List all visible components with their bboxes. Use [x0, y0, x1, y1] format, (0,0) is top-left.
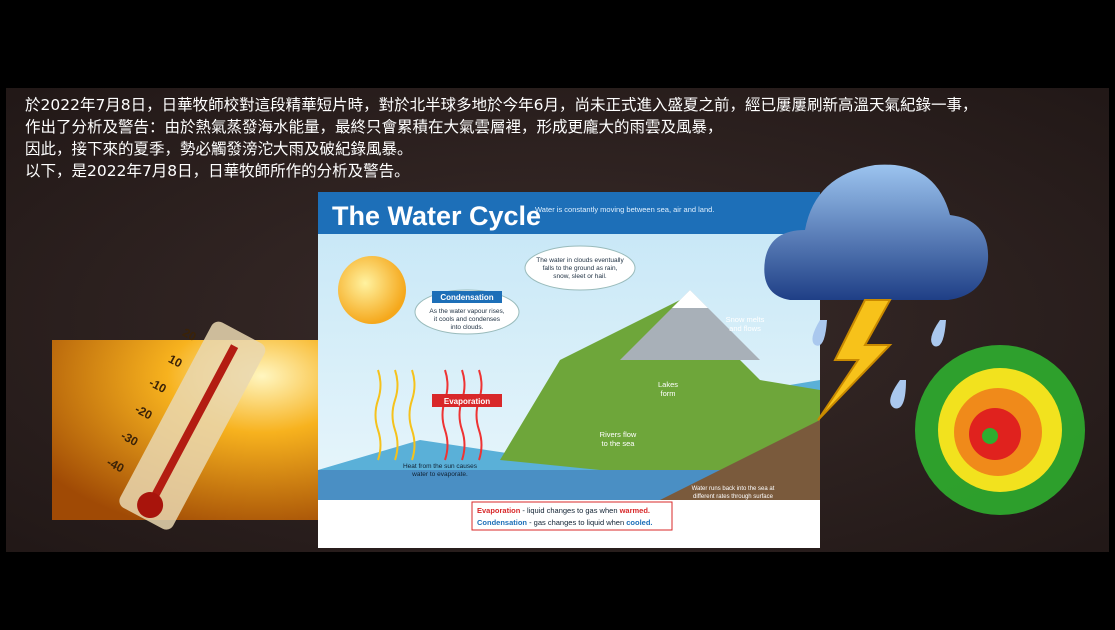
- label: Evaporation: [444, 397, 490, 406]
- note-line: Water runs back into the sea at: [692, 486, 775, 492]
- caption-line: 因此，接下來的夏季，勢必觸發滂沱大雨及破紀錄風暴。: [25, 139, 413, 158]
- note-line: Heat from the sun causes: [403, 463, 478, 470]
- water-cycle-poster: The Water Cycle Water is constantly movi…: [318, 192, 820, 548]
- legend-line: Condensation - gas changes to liquid whe…: [477, 518, 653, 527]
- note-line: form: [661, 389, 676, 398]
- note-line: As the water vapour rises,: [429, 308, 504, 315]
- hurricane-icon: [915, 345, 1085, 515]
- video-frame: 於2022年7月8日，日華牧師校對這段精華短片時，對於北半球多地於今年6月，尚未…: [0, 0, 1115, 630]
- note-line: different rates through surface: [693, 494, 774, 500]
- note-line: and flows: [729, 324, 761, 333]
- note-line: into clouds.: [451, 324, 484, 331]
- term: cooled.: [626, 518, 652, 527]
- note-line: Lakes: [658, 380, 678, 389]
- text: - liquid changes to gas when: [520, 506, 619, 515]
- poster-title: The Water Cycle: [332, 201, 541, 231]
- text: - gas changes to liquid when: [527, 518, 626, 527]
- term: Condensation: [477, 518, 527, 527]
- note-line: flow and groundwater flow.: [697, 502, 768, 508]
- note-line: it cools and condenses: [434, 316, 501, 323]
- caption-line: 以下，是2022年7月8日，日華牧師所作的分析及警告。: [25, 162, 410, 180]
- note-line: The water in clouds eventually: [536, 257, 624, 264]
- page: 於2022年7月8日，日華牧師校對這段精華短片時，對於北半球多地於今年6月，尚未…: [0, 0, 1115, 630]
- term: Evaporation: [477, 506, 521, 515]
- note-line: Snow melts: [726, 315, 765, 324]
- note-line: Rivers flow: [600, 430, 637, 439]
- note-line: snow, sleet or hail.: [553, 273, 607, 280]
- caption-line: 於2022年7月8日，日華牧師校對這段精華短片時，對於北半球多地於今年6月，尚未…: [25, 95, 978, 114]
- poster-subtitle: Water is constantly moving between sea, …: [535, 205, 714, 214]
- term: warmed.: [619, 506, 650, 515]
- legend-line: Evaporation - liquid changes to gas when…: [477, 506, 650, 515]
- note-line: falls to the ground as rain,: [543, 265, 618, 272]
- label: Condensation: [440, 293, 493, 302]
- caption-line: 作出了分析及警告：由於熱氣蒸發海水能量，最終只會累積在大氣雲層裡，形成更龐大的雨…: [25, 118, 723, 136]
- note-line: water to evaporate.: [411, 471, 468, 478]
- note-line: to the sea: [602, 439, 636, 448]
